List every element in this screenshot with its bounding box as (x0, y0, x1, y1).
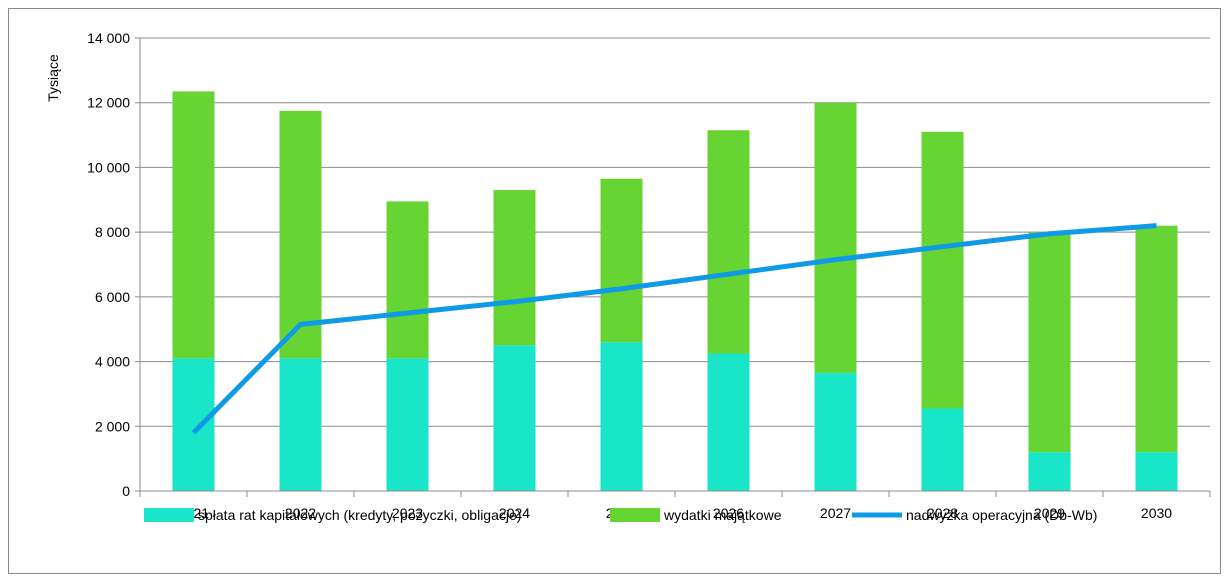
bar (1135, 225, 1178, 453)
bar (386, 201, 429, 359)
bar (172, 358, 215, 491)
bar (279, 358, 322, 491)
x-tick-label: 2029 (1034, 505, 1065, 521)
bar (1028, 452, 1071, 491)
x-tick-label: 2026 (713, 505, 744, 521)
x-tick-label: 2028 (927, 505, 958, 521)
bars (172, 91, 1178, 491)
bar (493, 190, 536, 346)
axes (135, 37, 1211, 497)
x-tick-label: 2022 (285, 505, 316, 521)
y-tick-label: 6 000 (95, 289, 130, 305)
bar (279, 110, 322, 359)
x-tick-label: 2027 (820, 505, 851, 521)
line-series (191, 223, 1157, 435)
bar (814, 372, 857, 491)
bar (921, 131, 964, 409)
bar (707, 130, 750, 354)
x-tick-labels: 2021202220232024202520262027202820292030 (178, 505, 1172, 521)
legend-label: spłata rat kapitałowych (kredyty, pożycz… (198, 507, 521, 523)
line-series-path (191, 223, 1157, 435)
y-tick-label: 4 000 (95, 354, 130, 370)
y-tick-label: 12 000 (87, 95, 130, 111)
bar (386, 358, 429, 491)
bar (600, 342, 643, 491)
y-axis-label: Tysiące (45, 54, 61, 102)
bar (921, 408, 964, 491)
y-tick-label: 2 000 (95, 418, 130, 434)
bar (707, 353, 750, 491)
legend-label: wydatki majątkowe (663, 507, 782, 523)
y-tick-label: 8 000 (95, 224, 130, 240)
bar (1135, 452, 1178, 491)
bar (600, 178, 643, 343)
legend-label: nadwyżka operacyjna (Db-Wb) (906, 507, 1097, 523)
y-tick-label: 14 000 (87, 30, 130, 46)
bar (493, 345, 536, 491)
bar (1028, 232, 1071, 453)
x-tick-label: 2024 (499, 505, 530, 521)
y-tick-label: 10 000 (87, 159, 130, 175)
legend-swatch (144, 508, 194, 522)
y-tick-label: 0 (122, 483, 130, 499)
legend: spłata rat kapitałowych (kredyty, pożycz… (144, 507, 1097, 523)
legend-swatch (610, 508, 660, 522)
bar (814, 102, 857, 373)
y-tick-labels: 0 2 000 4 000 6 000 8 000 10 000 12 000 14 000 (87, 30, 130, 499)
bar (172, 91, 215, 359)
x-tick-label: 2023 (392, 505, 423, 521)
x-tick-label: 2030 (1141, 505, 1172, 521)
